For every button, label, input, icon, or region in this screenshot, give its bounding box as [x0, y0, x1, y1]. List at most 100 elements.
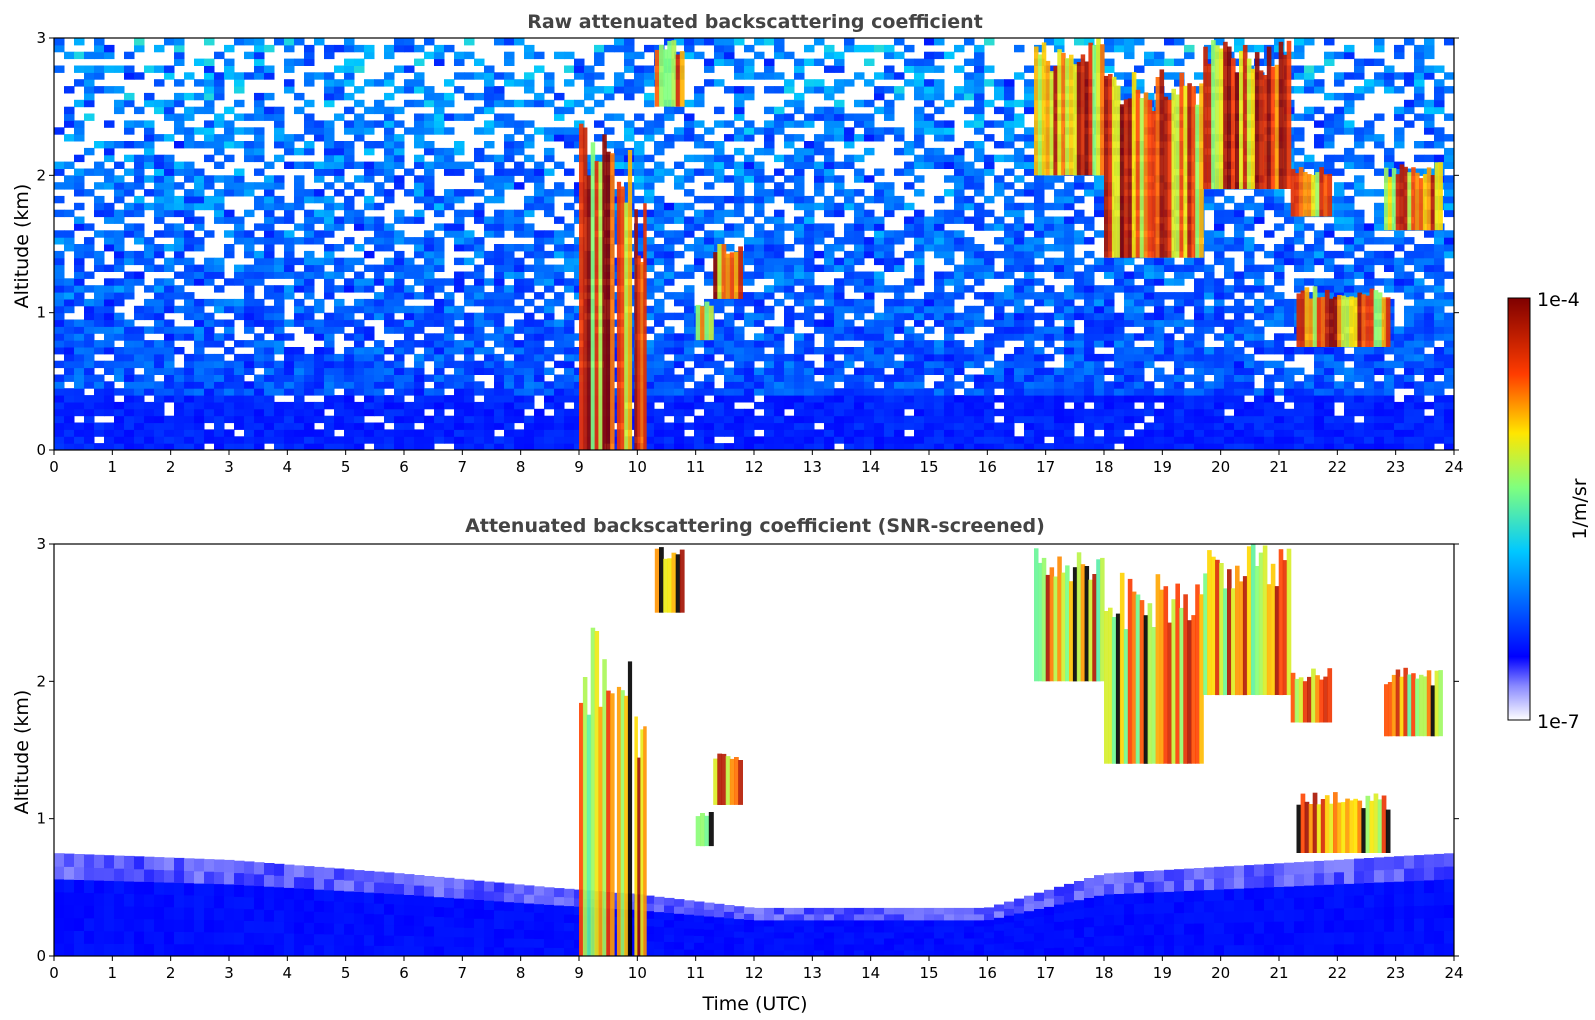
background-cell [144, 141, 155, 149]
background-cell [654, 113, 665, 121]
background-cell [354, 401, 365, 410]
background-cell [994, 360, 1005, 369]
background-cell [1064, 319, 1075, 327]
background-cell [1144, 408, 1155, 417]
background-cell [704, 422, 715, 430]
background-cell [834, 429, 845, 437]
background-cell [54, 340, 65, 348]
background-cell [304, 271, 315, 279]
background-cell [654, 367, 665, 375]
background-cell [344, 443, 355, 451]
background-cell [1084, 443, 1095, 451]
background-cell [544, 443, 555, 451]
background-cell [304, 209, 315, 218]
background-cell [744, 86, 755, 94]
background-cell [54, 374, 65, 382]
background-cell [184, 367, 195, 375]
background-cell [664, 278, 675, 286]
background-cell [1084, 388, 1095, 396]
background-cell [1164, 257, 1175, 266]
background-cell [1034, 381, 1045, 389]
background-cell [454, 347, 465, 355]
background-cell [914, 367, 925, 375]
background-cell [1024, 333, 1035, 341]
background-cell [894, 202, 905, 211]
background-cell [284, 443, 295, 451]
background-cell [804, 195, 815, 204]
background-cell [864, 340, 875, 348]
background-cell [824, 422, 835, 430]
background-cell [734, 367, 745, 375]
background-cell [1194, 326, 1205, 334]
background-cell [1044, 429, 1055, 437]
background-cell [514, 79, 525, 87]
background-cell [844, 353, 855, 362]
background-cell [774, 333, 785, 341]
background-cell [144, 326, 155, 334]
background-cell [304, 79, 315, 87]
background-cell [504, 120, 515, 128]
background-cell [734, 360, 745, 369]
background-cell [904, 422, 915, 430]
background-cell [884, 436, 895, 444]
background-cell [814, 147, 825, 156]
background-cell [834, 120, 845, 128]
background-cell [414, 244, 425, 252]
background-cell [1044, 292, 1055, 300]
background-cell [704, 374, 715, 382]
background-cell [294, 195, 305, 204]
background-cell [354, 429, 365, 437]
background-cell [1144, 326, 1155, 334]
background-cell [814, 401, 825, 410]
background-cell [1064, 244, 1075, 252]
background-cell [484, 250, 495, 259]
background-cell [1094, 202, 1105, 211]
background-cell [1024, 436, 1035, 444]
background-cell [234, 182, 245, 190]
background-cell [444, 99, 455, 108]
background-cell [74, 292, 85, 300]
background-cell [1214, 319, 1225, 327]
background-cell [684, 395, 695, 403]
background-cell [684, 408, 695, 417]
background-cell [974, 51, 985, 60]
background-cell [1074, 312, 1085, 321]
background-cell [674, 429, 685, 437]
background-cell [484, 422, 495, 430]
background-cell [714, 168, 725, 176]
background-cell [324, 319, 335, 327]
background-cell [744, 436, 755, 444]
background-cell [914, 58, 925, 66]
background-cell [914, 333, 925, 341]
background-cell [934, 408, 945, 417]
background-cell [284, 230, 295, 238]
background-cell [294, 298, 305, 307]
background-cell [1244, 292, 1255, 300]
background-cell [734, 127, 745, 135]
background-cell [1074, 353, 1085, 362]
background-cell [764, 86, 775, 94]
background-cell [1194, 367, 1205, 375]
background-cell [824, 367, 835, 375]
background-cell [804, 278, 815, 286]
background-cell [194, 319, 205, 327]
background-cell [844, 401, 855, 410]
background-cell [674, 271, 685, 279]
background-cell [1134, 408, 1145, 417]
background-cell [64, 244, 75, 252]
background-cell [814, 347, 825, 355]
background-cell [804, 141, 815, 149]
background-cell [1004, 195, 1015, 204]
background-cell [194, 312, 205, 321]
background-cell [1184, 271, 1195, 279]
background-cell [264, 65, 275, 73]
background-cell [824, 86, 835, 94]
background-cell [1194, 353, 1205, 362]
background-cell [714, 175, 725, 183]
background-cell [554, 264, 565, 272]
background-cell [704, 237, 715, 245]
background-cell [944, 154, 955, 163]
background-cell [724, 244, 735, 252]
background-cell [954, 319, 965, 327]
background-cell [454, 401, 465, 410]
